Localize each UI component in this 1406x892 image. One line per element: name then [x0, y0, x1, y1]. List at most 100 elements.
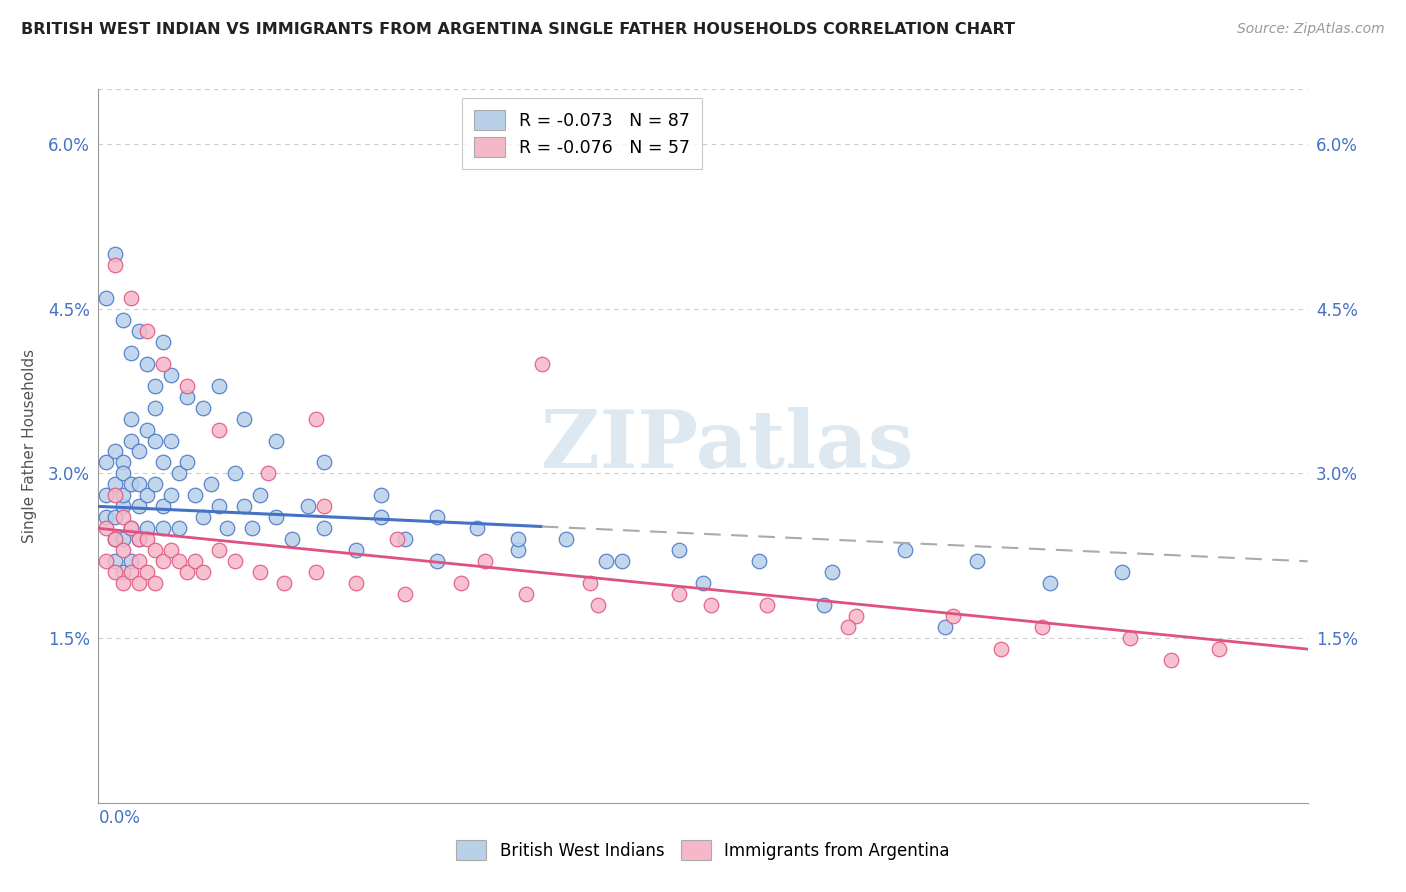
Point [426, 554, 449, 568]
Point [152, 455, 174, 469]
Point [555, 533, 578, 547]
Point [426, 510, 449, 524]
Point [143, 378, 166, 392]
Point [530, 357, 553, 371]
Point [264, 510, 287, 524]
Point [586, 598, 609, 612]
Point [224, 554, 246, 568]
Point [579, 576, 602, 591]
Point [692, 576, 714, 591]
Point [249, 566, 271, 580]
Point [700, 598, 723, 612]
Point [813, 598, 835, 612]
Point [1031, 620, 1053, 634]
Point [103, 566, 125, 580]
Point [232, 411, 254, 425]
Point [176, 566, 198, 580]
Point [273, 576, 295, 591]
Point [128, 324, 150, 338]
Point [176, 455, 198, 469]
Point [595, 554, 617, 568]
Point [942, 609, 965, 624]
Point [143, 401, 166, 415]
Point [96, 510, 118, 524]
Point [249, 488, 271, 502]
Point [1160, 653, 1182, 667]
Point [111, 455, 134, 469]
Point [668, 543, 690, 558]
Text: BRITISH WEST INDIAN VS IMMIGRANTS FROM ARGENTINA SINGLE FATHER HOUSEHOLDS CORREL: BRITISH WEST INDIAN VS IMMIGRANTS FROM A… [21, 22, 1015, 37]
Point [450, 576, 472, 591]
Point [224, 467, 246, 481]
Point [465, 521, 488, 535]
Point [167, 467, 190, 481]
Point [152, 357, 174, 371]
Text: 0.0%: 0.0% [98, 809, 141, 827]
Point [256, 467, 278, 481]
Point [135, 488, 157, 502]
Point [152, 521, 174, 535]
Point [474, 554, 496, 568]
Point [152, 334, 174, 349]
Point [128, 533, 150, 547]
Point [143, 543, 166, 558]
Point [966, 554, 988, 568]
Point [103, 444, 125, 458]
Point [893, 543, 915, 558]
Point [612, 554, 634, 568]
Point [1119, 631, 1142, 645]
Point [1208, 642, 1230, 657]
Point [200, 477, 222, 491]
Point [240, 521, 263, 535]
Point [394, 587, 416, 601]
Point [232, 500, 254, 514]
Point [103, 488, 125, 502]
Point [167, 521, 190, 535]
Point [96, 291, 118, 305]
Point [120, 521, 142, 535]
Point [120, 291, 142, 305]
Point [160, 368, 183, 382]
Point [370, 510, 392, 524]
Point [990, 642, 1012, 657]
Point [120, 554, 142, 568]
Point [515, 587, 537, 601]
Point [152, 554, 174, 568]
Point [160, 543, 183, 558]
Point [103, 258, 125, 272]
Point [135, 521, 157, 535]
Y-axis label: Single Father Households: Single Father Households [22, 349, 37, 543]
Point [120, 434, 142, 448]
Point [111, 500, 134, 514]
Point [385, 533, 408, 547]
Point [111, 566, 134, 580]
Point [176, 378, 198, 392]
Point [120, 411, 142, 425]
Point [217, 521, 239, 535]
Point [152, 500, 174, 514]
Point [193, 401, 215, 415]
Point [128, 500, 150, 514]
Point [756, 598, 779, 612]
Point [111, 533, 134, 547]
Point [103, 510, 125, 524]
Point [128, 477, 150, 491]
Point [96, 554, 118, 568]
Point [103, 533, 125, 547]
Point [208, 500, 231, 514]
Point [143, 477, 166, 491]
Point [208, 423, 231, 437]
Point [314, 500, 336, 514]
Point [103, 554, 125, 568]
Point [305, 566, 328, 580]
Text: ZIPatlas: ZIPatlas [541, 407, 914, 485]
Point [184, 488, 207, 502]
Legend: British West Indians, Immigrants from Argentina: British West Indians, Immigrants from Ar… [443, 827, 963, 873]
Point [193, 510, 215, 524]
Point [111, 312, 134, 326]
Point [370, 488, 392, 502]
Point [1039, 576, 1062, 591]
Point [314, 521, 336, 535]
Point [821, 566, 844, 580]
Point [167, 554, 190, 568]
